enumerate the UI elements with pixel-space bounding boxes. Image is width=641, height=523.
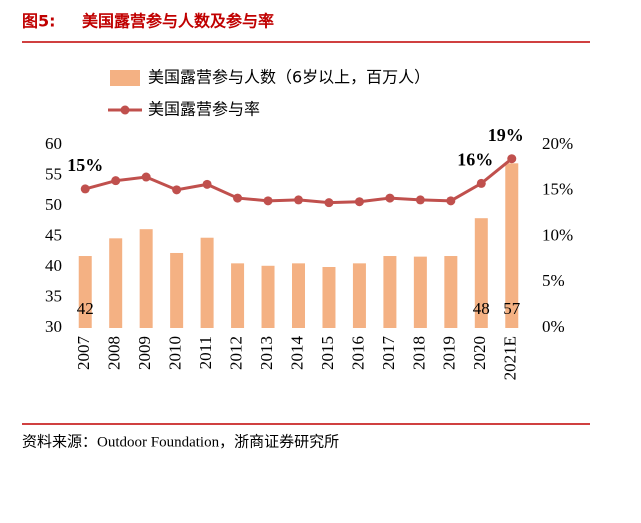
line-value-label: 15% (67, 155, 103, 175)
source: 资料来源：Outdoor Foundation，浙商证券研究所 (22, 433, 339, 450)
bar (170, 252, 184, 328)
line-point (202, 179, 212, 189)
y2-tick-label: 15% (542, 180, 573, 199)
bar (78, 256, 92, 328)
bar (322, 267, 336, 328)
x-tick-label: 2021E (501, 336, 520, 380)
bar (474, 218, 488, 328)
x-tick-label: 2009 (135, 336, 154, 370)
bar (444, 256, 458, 328)
x-tick-label: 2018 (409, 336, 428, 370)
bar-value-label: 48 (473, 299, 490, 318)
x-tick-label: 2014 (287, 336, 306, 371)
y-tick-label: 30 (45, 317, 62, 336)
legend-swatch (120, 105, 130, 115)
bar (292, 263, 305, 328)
legend-label: 美国露营参与人数（6岁以上，百万人） (148, 68, 430, 87)
bar (109, 238, 123, 328)
line-point (446, 196, 456, 206)
line-point (233, 193, 243, 203)
line-value-label: 19% (488, 125, 524, 145)
y2-tick-label: 0% (542, 317, 565, 336)
figure-label: 图5: (22, 12, 56, 31)
y-tick-label: 55 (45, 164, 62, 183)
line-point (507, 154, 517, 164)
line-point (263, 196, 273, 206)
y2-tick-label: 10% (542, 225, 573, 244)
line-point (385, 193, 395, 203)
bar (139, 229, 153, 328)
bar-value-label: 57 (503, 299, 521, 318)
x-tick-label: 2007 (74, 336, 93, 371)
x-tick-label: 2012 (226, 336, 245, 370)
bar (200, 237, 214, 328)
x-tick-label: 2011 (196, 336, 215, 369)
y-tick-label: 40 (45, 256, 62, 275)
bar (352, 263, 366, 328)
bar (261, 265, 275, 328)
x-tick-label: 2020 (470, 336, 489, 370)
y2-tick-label: 5% (542, 271, 565, 290)
line-point (324, 198, 334, 208)
line-point (111, 176, 121, 186)
x-tick-label: 2008 (105, 336, 124, 370)
line-value-label: 16% (457, 150, 493, 170)
x-tick-label: 2019 (440, 336, 459, 370)
legend-label: 美国露营参与率 (148, 100, 260, 119)
y-tick-label: 45 (45, 225, 62, 244)
line-point (172, 185, 182, 195)
bar (505, 163, 519, 328)
y-tick-label: 50 (45, 195, 62, 214)
x-tick-label: 2015 (318, 336, 337, 370)
line-point (294, 195, 303, 205)
bar-value-label: 42 (77, 299, 94, 318)
line-point (415, 195, 425, 205)
line-point (354, 197, 364, 207)
x-tick-label: 2017 (379, 336, 398, 371)
x-tick-label: 2013 (257, 336, 276, 370)
y-tick-label: 60 (45, 134, 62, 153)
bar (231, 263, 245, 328)
bar (413, 256, 427, 328)
line-point (141, 172, 151, 182)
chart-title: 美国露营参与人数及参与率 (82, 12, 274, 31)
bar (383, 256, 397, 328)
y-tick-label: 35 (45, 286, 62, 305)
line-point (80, 184, 90, 194)
x-tick-label: 2016 (348, 336, 367, 370)
line-point (476, 178, 486, 188)
y2-tick-label: 20% (542, 134, 573, 153)
legend-swatch (110, 70, 140, 86)
x-tick-label: 2010 (166, 336, 185, 370)
